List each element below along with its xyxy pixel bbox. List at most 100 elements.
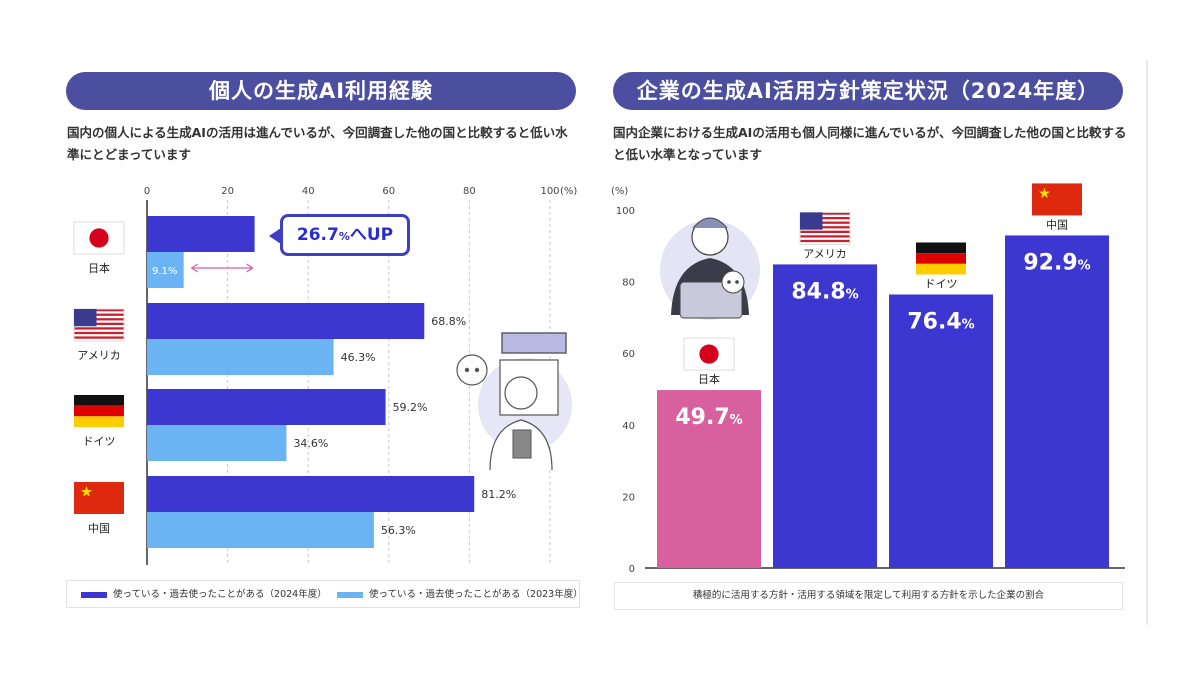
y-tick-label: 0 bbox=[629, 564, 635, 575]
flag-usa-stripe bbox=[800, 221, 850, 224]
flag-usa-stripe bbox=[74, 322, 124, 325]
badge-value: 26.7 bbox=[296, 225, 339, 245]
personal-usage-x-ticks: 0 20 40 60 80 100 (%) bbox=[144, 186, 578, 197]
flag-germany-gold bbox=[916, 263, 966, 275]
bar-germany-2024 bbox=[147, 389, 386, 425]
flag-japan bbox=[683, 337, 735, 371]
x-tick-label: 60 bbox=[382, 186, 395, 197]
flag-usa-stripe bbox=[74, 313, 124, 316]
flag-china-field bbox=[1032, 183, 1082, 216]
legend-item-2024: 使っている・過去使ったことがある（2024年度） bbox=[81, 589, 327, 601]
corporate-policy-chart: 0 20 40 60 80 100 (%) 49.7%84.8%76.4%92.9% 日本 ア… bbox=[611, 183, 1125, 575]
personal-usage-subtitle: 国内の個人による生成AIの活用は進んでいるが、今回調査した他の国と比較すると低い… bbox=[67, 125, 568, 162]
flag-germany-gold bbox=[74, 416, 124, 427]
value-percent: % bbox=[962, 317, 975, 332]
flag-germany bbox=[916, 242, 966, 275]
country-label: 日本 bbox=[88, 261, 110, 275]
bar-germany-2023 bbox=[147, 425, 287, 461]
flag-usa-stripe bbox=[74, 331, 124, 335]
flag-usa-canton bbox=[800, 212, 823, 230]
businessman-with-laptop-illustration bbox=[660, 217, 760, 320]
legend-label-2024: 使っている・過去使ったことがある（2024年度） bbox=[113, 589, 327, 600]
legend-swatch-2024 bbox=[81, 591, 107, 598]
flag-japan-sun bbox=[89, 228, 109, 248]
flag-china: ★ bbox=[1032, 183, 1082, 216]
value-label: 59.2% bbox=[393, 401, 428, 414]
x-tick-label: 100 bbox=[540, 186, 559, 197]
flag-china-star: ★ bbox=[1038, 186, 1051, 202]
country-label: 中国 bbox=[88, 522, 110, 535]
increase-arrow-head-left bbox=[190, 263, 199, 273]
value-label: 9.1% bbox=[152, 266, 177, 277]
y-tick-label: 80 bbox=[622, 278, 635, 289]
flag-usa-stripe bbox=[800, 226, 850, 229]
flag-china: ★ bbox=[74, 482, 124, 514]
flag-japan-sun bbox=[699, 344, 719, 364]
flag-usa-stripe bbox=[74, 318, 124, 321]
increase-arrow bbox=[190, 263, 254, 273]
flag-usa-stripe bbox=[74, 327, 124, 330]
value-label: 81.2% bbox=[481, 488, 516, 501]
x-tick-label: 80 bbox=[463, 186, 476, 197]
increase-arrow-head-right bbox=[246, 263, 254, 273]
corporate-policy-panel: 企業の生成AI活用方針策定状況（2024年度） 国内企業における生成AIの活用も… bbox=[605, 60, 1150, 625]
flag-germany-red bbox=[74, 405, 124, 417]
flag-usa-stripe bbox=[74, 309, 124, 312]
personal-usage-panel: 個人の生成AI利用経験 国内の個人による生成AIの活用は進んでいるが、今回調査し… bbox=[60, 60, 590, 625]
increase-annotation-badge: 26.7%へUP bbox=[269, 214, 410, 256]
value-label: 46.3% bbox=[341, 351, 376, 364]
y-unit-label: (%) bbox=[611, 186, 628, 197]
x-tick-label: 0 bbox=[144, 186, 150, 197]
bar-china-2024 bbox=[147, 476, 475, 512]
bar-usa-2024 bbox=[147, 303, 425, 339]
flag-china-field bbox=[74, 482, 124, 514]
badge-up-text: へUP bbox=[349, 225, 394, 245]
flag-usa-canton bbox=[74, 309, 97, 327]
personal-usage-chart: 0 20 40 60 80 100 (%) 9.1% 68.8% 46.3% 59.2% 34.6%… bbox=[73, 186, 578, 565]
y-tick-label: 100 bbox=[616, 206, 635, 217]
x-unit-label: (%) bbox=[560, 186, 577, 197]
x-tick-label: 40 bbox=[302, 186, 315, 197]
x-tick-label: 20 bbox=[221, 186, 234, 197]
value-percent: % bbox=[1078, 258, 1091, 273]
y-tick-label: 40 bbox=[622, 421, 635, 432]
country-label: 中国 bbox=[1046, 218, 1068, 231]
flag-japan bbox=[73, 221, 125, 255]
flag-usa-stripe bbox=[800, 239, 850, 243]
flag-usa-stripe bbox=[74, 336, 124, 339]
bar-china-2023 bbox=[147, 512, 374, 548]
personal-usage-title: 個人の生成AI利用経験 bbox=[66, 72, 576, 110]
legend-label-2023: 使っている・過去使ったことがある（2023年度） bbox=[369, 589, 583, 600]
value-percent: % bbox=[846, 287, 859, 302]
corporate-policy-bars: 49.7%84.8%76.4%92.9% bbox=[657, 235, 1109, 568]
value-label: 56.3% bbox=[381, 524, 416, 537]
bar-china bbox=[1005, 235, 1109, 568]
flag-usa bbox=[73, 308, 125, 342]
country-label: 日本 bbox=[698, 372, 720, 386]
legend-item-2023: 使っている・過去使ったことがある（2023年度） bbox=[337, 589, 583, 601]
badge-percent: % bbox=[338, 230, 350, 243]
value-label: 34.6% bbox=[293, 437, 328, 450]
country-label: ドイツ bbox=[925, 277, 958, 290]
country-label: アメリカ bbox=[803, 247, 846, 260]
y-tick-label: 60 bbox=[622, 349, 635, 360]
country-label: ドイツ bbox=[83, 435, 116, 448]
woman-with-robot-illustration bbox=[456, 332, 572, 471]
bar-japan-2023 bbox=[147, 252, 184, 288]
corporate-policy-subtitle: 国内企業における生成AIの活用も個人同様に進んでいるが、今回調査した他の国と比較… bbox=[613, 125, 1127, 162]
personal-usage-bars: 9.1% 68.8% 46.3% 59.2% 34.6% 81.2% 56.3% bbox=[147, 216, 516, 548]
flag-germany bbox=[74, 395, 124, 427]
country-label: アメリカ bbox=[77, 349, 120, 362]
flag-germany-red bbox=[916, 253, 966, 264]
flag-usa-stripe bbox=[800, 216, 850, 220]
value-percent: % bbox=[730, 413, 743, 428]
bar-germany bbox=[889, 294, 993, 568]
corporate-policy-footnote: 積極的に活用する方針・活用する領域を限定して利用する方針を示した企業の割合 bbox=[614, 582, 1123, 610]
flag-china-star: ★ bbox=[80, 484, 93, 500]
flag-usa-stripe bbox=[800, 230, 850, 233]
flag-germany-black bbox=[916, 242, 966, 254]
bar-usa bbox=[773, 264, 877, 568]
value-label: 68.8% bbox=[431, 315, 466, 328]
